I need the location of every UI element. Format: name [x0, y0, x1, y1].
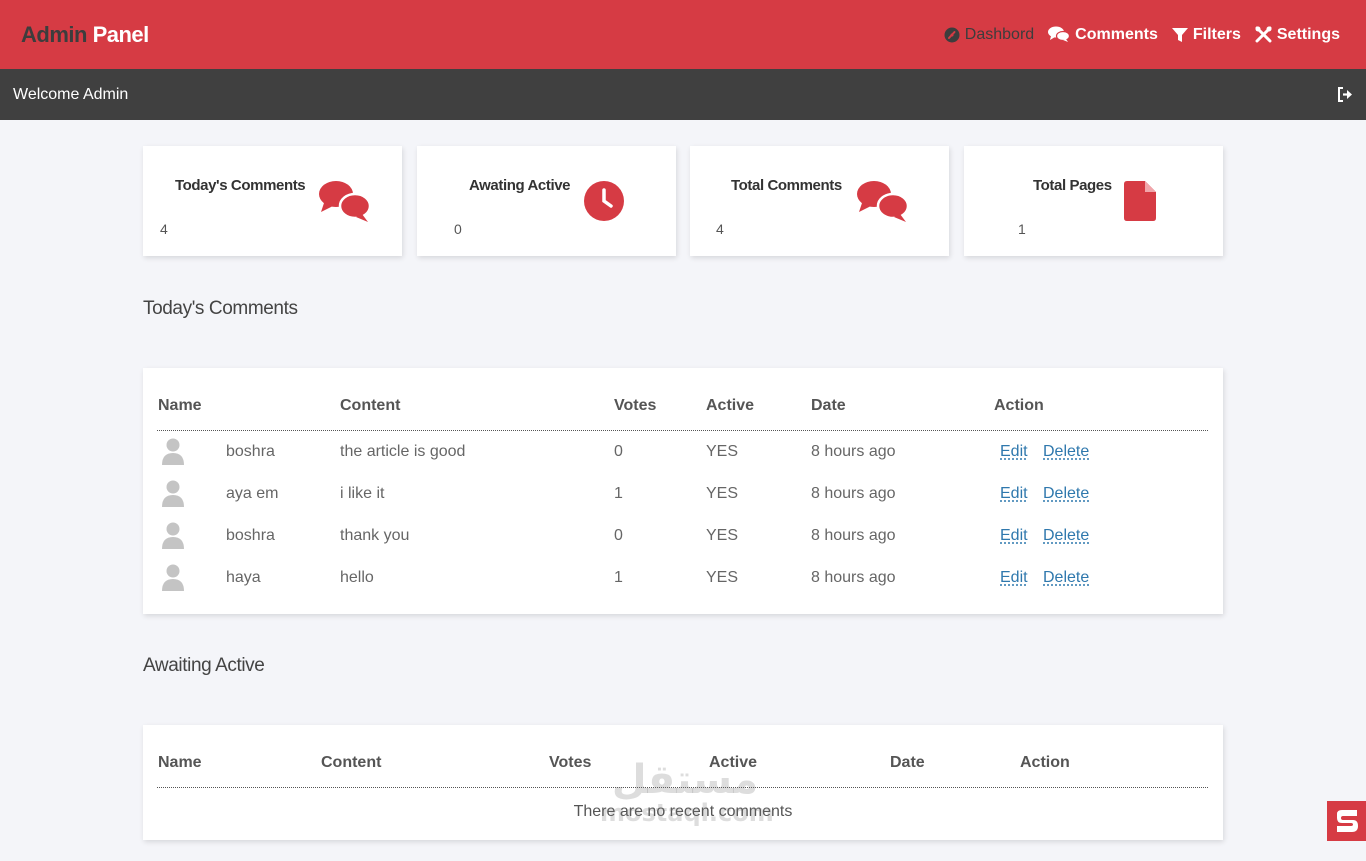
cell-votes: 0	[614, 527, 623, 544]
cell-name: boshra	[226, 527, 275, 544]
cell-date: 8 hours ago	[811, 485, 896, 502]
cell-votes: 1	[614, 569, 623, 586]
stat-title: Total Pages	[1033, 177, 1112, 194]
nav-label-dashboard: Dashbord	[964, 25, 1035, 43]
stat-card-total-comments: Total Comments 4	[690, 146, 949, 256]
cell-content: hello	[340, 569, 374, 586]
column-header-action: Action	[994, 397, 1044, 414]
cell-content: thank you	[340, 527, 410, 544]
nav-item-dashboard[interactable]: Dashbord	[944, 26, 1034, 44]
cell-active: YES	[706, 485, 739, 502]
column-header-content: Content	[321, 754, 382, 771]
cell-content: the article is good	[340, 443, 466, 460]
cell-name: haya	[226, 569, 261, 586]
todays-comments-table: Name Content Votes Active Date Action bo…	[143, 368, 1223, 614]
user-avatar-icon	[161, 522, 185, 554]
awaiting-active-table: Name Content Votes Active Date Action Th…	[143, 725, 1223, 840]
cell-active: YES	[706, 527, 739, 544]
nav-label-filters: Filters	[1192, 25, 1241, 43]
stat-card-awaiting-active: Awating Active 0	[417, 146, 676, 256]
logout-icon[interactable]	[1337, 87, 1354, 102]
cell-date: 8 hours ago	[811, 527, 896, 544]
column-header-action: Action	[1020, 754, 1070, 771]
stat-value: 0	[454, 221, 462, 237]
delete-link[interactable]: Delete	[1043, 527, 1090, 544]
stat-title: Today's Comments	[175, 177, 306, 194]
mostaql-badge-icon[interactable]	[1327, 801, 1366, 841]
nav-label-comments: Comments	[1075, 25, 1158, 43]
column-header-date: Date	[890, 754, 925, 771]
column-header-content: Content	[340, 397, 401, 414]
cell-date: 8 hours ago	[811, 569, 896, 586]
stat-value: 1	[1018, 221, 1026, 237]
cell-active: YES	[706, 443, 739, 460]
comments-icon	[856, 179, 912, 228]
nav-item-comments[interactable]: Comments	[1048, 26, 1158, 44]
edit-link[interactable]: Edit	[1000, 485, 1028, 502]
cell-content: i like it	[340, 485, 385, 502]
dashboard-icon	[944, 27, 960, 43]
brand-logo[interactable]: Admin Panel	[21, 22, 149, 48]
edit-link[interactable]: Edit	[1000, 569, 1028, 586]
header-divider	[157, 787, 1208, 788]
comments-icon	[1048, 26, 1071, 43]
cell-votes: 0	[614, 443, 623, 460]
edit-link[interactable]: Edit	[1000, 443, 1028, 460]
brand-part-panel: Panel	[92, 21, 150, 47]
main-nav: Dashbord Comments Filters Settings	[944, 26, 1340, 44]
stat-title: Awating Active	[469, 177, 571, 194]
nav-item-settings[interactable]: Settings	[1255, 26, 1340, 44]
clock-icon	[583, 180, 625, 227]
cell-active: YES	[706, 569, 739, 586]
settings-icon	[1255, 26, 1272, 43]
edit-link[interactable]: Edit	[1000, 527, 1028, 544]
welcome-bar: Welcome Admin	[0, 69, 1366, 120]
column-header-votes: Votes	[614, 397, 657, 414]
user-avatar-icon	[161, 480, 185, 512]
column-header-name: Name	[158, 754, 202, 771]
cell-votes: 1	[614, 485, 623, 502]
user-avatar-icon	[161, 564, 185, 596]
cell-date: 8 hours ago	[811, 443, 896, 460]
delete-link[interactable]: Delete	[1043, 443, 1090, 460]
column-header-votes: Votes	[549, 754, 592, 771]
cell-name: aya em	[226, 485, 279, 502]
section-title-todays-comments: Today's Comments	[143, 298, 298, 319]
nav-item-filters[interactable]: Filters	[1171, 25, 1241, 44]
user-avatar-icon	[161, 438, 185, 470]
column-header-active: Active	[706, 397, 755, 414]
comments-icon	[318, 179, 374, 228]
file-icon	[1124, 181, 1156, 226]
stat-value: 4	[716, 221, 724, 237]
welcome-text: Welcome Admin	[13, 85, 129, 103]
stat-card-todays-comments: Today's Comments 4	[143, 146, 402, 256]
brand-part-admin: Admin	[21, 21, 87, 47]
stat-title: Total Comments	[731, 177, 842, 194]
delete-link[interactable]: Delete	[1043, 569, 1090, 586]
stat-card-total-pages: Total Pages 1	[964, 146, 1223, 256]
nav-label-settings: Settings	[1276, 25, 1340, 43]
cell-name: boshra	[226, 443, 275, 460]
empty-state-text: There are no recent comments	[573, 803, 793, 820]
header-divider	[157, 430, 1208, 431]
section-title-awaiting-active: Awaiting Active	[143, 655, 265, 676]
delete-link[interactable]: Delete	[1043, 485, 1090, 502]
column-header-name: Name	[158, 397, 202, 414]
filter-icon	[1171, 27, 1188, 43]
stat-value: 4	[160, 221, 168, 237]
top-navbar: Admin Panel Dashbord Comments Filters S	[0, 0, 1366, 69]
column-header-active: Active	[709, 754, 758, 771]
column-header-date: Date	[811, 397, 846, 414]
